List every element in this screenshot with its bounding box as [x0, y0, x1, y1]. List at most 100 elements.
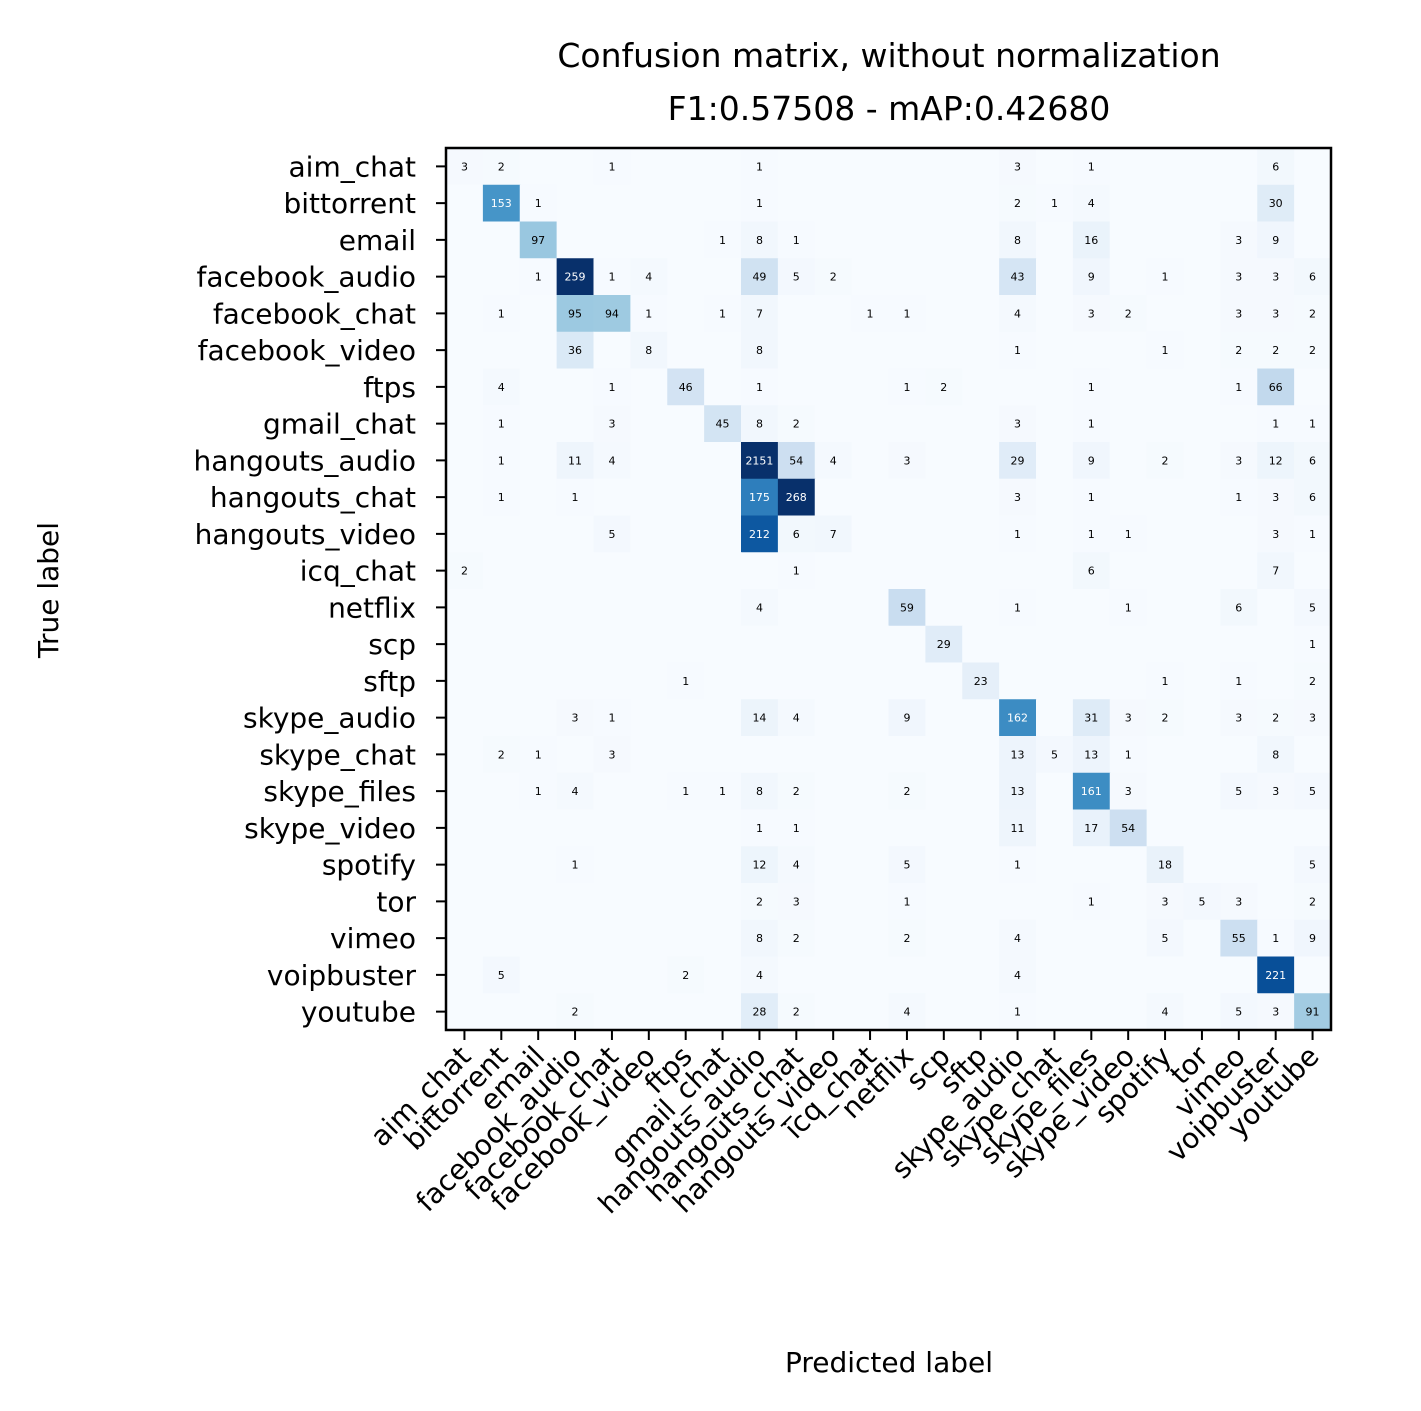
heatmap-cell	[630, 589, 668, 627]
heatmap-cell	[630, 405, 668, 443]
heatmap-cell	[446, 736, 484, 774]
heatmap-cell	[777, 442, 816, 480]
heatmap-cell	[1109, 515, 1148, 553]
cell-value: 5	[1309, 859, 1316, 872]
heatmap-cell	[777, 258, 816, 296]
heatmap-cell	[962, 846, 1000, 884]
heatmap-cell	[556, 736, 595, 774]
heatmap-cell	[851, 515, 890, 553]
heatmap-cell	[1294, 221, 1332, 259]
heatmap-cell	[851, 295, 890, 333]
heatmap-cell	[1294, 736, 1332, 774]
heatmap-cell	[1183, 184, 1221, 223]
heatmap-cell	[814, 368, 853, 406]
heatmap-cell	[741, 956, 779, 994]
heatmap-cell	[1036, 368, 1074, 406]
heatmap-cell	[1294, 662, 1332, 700]
cell-value: 6	[793, 528, 800, 541]
heatmap-cell	[1220, 552, 1258, 590]
heatmap-cell	[1257, 772, 1295, 811]
cell-value: 3	[1125, 712, 1132, 725]
y-axis-ticks: aim_chat bittorrent email facebook_audiofac…	[194, 150, 446, 1029]
heatmap-cell	[630, 295, 668, 333]
cell-value: 2	[1125, 307, 1132, 320]
heatmap-cell	[446, 331, 484, 370]
heatmap-cell	[556, 295, 595, 333]
heatmap-cell	[667, 258, 705, 296]
heatmap-cell	[1183, 442, 1221, 480]
heatmap-cell	[667, 846, 705, 884]
heatmap-cell	[777, 368, 816, 406]
cell-value: 1	[572, 859, 579, 872]
heatmap-cell	[1183, 552, 1221, 590]
cell-value: 212	[749, 528, 770, 541]
heatmap-cell	[999, 221, 1037, 259]
heatmap-cell	[1220, 221, 1258, 259]
heatmap-cell	[1257, 809, 1295, 847]
heatmap-cell	[1036, 736, 1074, 774]
heatmap-cell	[704, 405, 742, 443]
heatmap-cell	[777, 772, 816, 811]
heatmap-cell	[851, 993, 890, 1031]
heatmap-cell	[1036, 772, 1074, 811]
cell-value: 2	[1272, 712, 1279, 725]
heatmap-cell	[1183, 699, 1221, 737]
cell-value: 1	[1014, 344, 1021, 357]
heatmap-cell	[999, 699, 1037, 737]
heatmap-cell	[999, 809, 1037, 847]
cell-value: 94	[605, 307, 619, 320]
heatmap-cell	[1072, 258, 1111, 296]
heatmap-cell	[593, 883, 631, 921]
heatmap-cell	[593, 772, 631, 811]
heatmap-cell	[1220, 295, 1258, 333]
heatmap-cell	[741, 405, 779, 443]
heatmap-cell	[1183, 589, 1221, 627]
heatmap-cell	[1072, 589, 1111, 627]
heatmap-cell	[1257, 221, 1295, 259]
heatmap-cell	[962, 552, 1000, 590]
heatmap-cell	[667, 625, 705, 664]
heatmap-cell	[814, 809, 853, 847]
cell-value: 8	[756, 234, 763, 247]
heatmap-cell	[777, 221, 816, 259]
cell-value: 4	[1014, 969, 1021, 982]
heatmap-cell	[1109, 331, 1148, 370]
heatmap-cell	[519, 368, 558, 406]
heatmap-cell	[1036, 625, 1074, 664]
cell-value: 5	[1309, 785, 1316, 798]
y-tick-label: hangouts_video	[195, 518, 416, 551]
y-tick-label: skype_audio	[243, 702, 416, 735]
heatmap-cell	[593, 331, 631, 370]
heatmap-cell	[741, 699, 779, 737]
heatmap-cell	[888, 331, 926, 370]
heatmap-cell	[1146, 662, 1185, 700]
heatmap-cell	[851, 148, 890, 186]
heatmap-cell	[851, 184, 890, 223]
heatmap-cell	[519, 331, 558, 370]
y-tick-label: facebook_video	[198, 334, 416, 367]
heatmap-cell	[777, 699, 816, 737]
cell-value: 95	[568, 307, 582, 320]
cell-value: 2	[793, 1006, 800, 1019]
heatmap-cell	[1109, 295, 1148, 333]
heatmap-cell	[814, 148, 853, 186]
heatmap-cell	[962, 662, 1000, 700]
cell-value: 3	[1088, 307, 1095, 320]
heatmap-cell	[1257, 295, 1295, 333]
cell-value: 268	[786, 491, 807, 504]
heatmap-cell	[593, 405, 631, 443]
heatmap-cell	[925, 846, 963, 884]
heatmap-cell	[1220, 993, 1258, 1031]
heatmap-cell	[482, 552, 521, 590]
heatmap-cell	[1146, 148, 1185, 186]
heatmap-cell	[1183, 405, 1221, 443]
heatmap-cell	[1220, 772, 1258, 811]
cell-value: 3	[1014, 491, 1021, 504]
heatmap-cell	[482, 883, 521, 921]
heatmap-cell	[962, 736, 1000, 774]
heatmap-cell	[630, 331, 668, 370]
heatmap-cell	[1294, 478, 1332, 517]
heatmap-cell	[814, 552, 853, 590]
heatmap-cell	[1109, 221, 1148, 259]
heatmap-cell	[1146, 552, 1185, 590]
